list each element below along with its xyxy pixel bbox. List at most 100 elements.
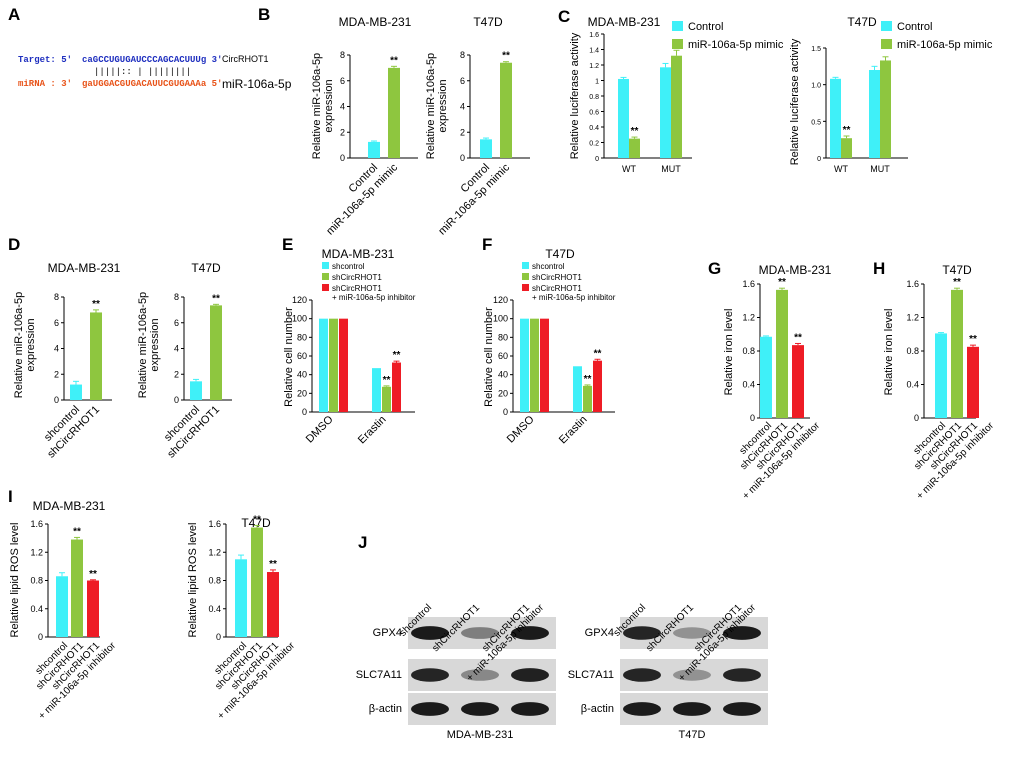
legend-swatch: [522, 262, 529, 269]
bar: [776, 289, 788, 418]
y-tick-label: 0.4: [208, 604, 221, 614]
y-axis-label: Relative miR-106a-5p: [311, 53, 323, 159]
y-tick-label: 0.8: [742, 346, 755, 356]
legend-mimic: miR-106a-5p mimic: [897, 39, 993, 51]
y-tick-label: 60: [297, 351, 307, 361]
bar: [267, 572, 279, 637]
y-tick-label: 4: [460, 102, 465, 112]
y-axis-label: expression: [25, 318, 37, 371]
target-prefix: Target: 5': [18, 55, 72, 65]
blot-band: [461, 627, 499, 639]
y-tick-label: 20: [297, 388, 307, 398]
legend-swatch: [672, 39, 683, 49]
y-tick-label: 1: [595, 79, 599, 86]
legend-e-shcontrol: shcontrol: [332, 262, 365, 271]
blot-band: [723, 668, 761, 682]
chart-D1: 0 2 4 6 8 MDA-MB-231 Relative miR-106a-5p expre…: [13, 261, 121, 405]
chart-D2: 0 2 4 6 8 T47D Relative miR-106a-5p expression *…: [137, 261, 232, 405]
chart-B2: 0 2 4 6 8 T47D Relative miR-106a-5p expression *…: [425, 15, 530, 163]
bar: [87, 580, 99, 637]
y-tick-label: 8: [340, 50, 345, 60]
significance-label: **: [89, 569, 97, 580]
bar: [629, 138, 640, 158]
y-tick-label: 1.6: [208, 519, 221, 529]
significance-label: **: [843, 125, 851, 136]
legend-swatch: [672, 21, 683, 31]
y-tick-label: 80: [297, 332, 307, 342]
mirna-name: miR-106a-5p: [222, 77, 292, 91]
significance-label: **: [778, 277, 786, 288]
panel-letter-i: I: [8, 487, 13, 506]
significance-label: **: [253, 514, 261, 525]
bar: [368, 141, 380, 158]
bar: [573, 366, 582, 412]
blot-title-mda: MDA-MB-231: [447, 729, 514, 741]
blot-band: [511, 702, 549, 716]
legend-mimic: miR-106a-5p mimic: [688, 39, 784, 51]
bar: [792, 345, 804, 418]
y-axis-label: Relative luciferase activity: [569, 32, 581, 159]
legend-swatch: [522, 284, 529, 291]
legend-f-shcircrhot1: shCircRHOT1: [532, 273, 582, 282]
y-tick-label: 6: [174, 318, 179, 328]
x-tick-label: WT: [834, 164, 848, 174]
y-tick-label: 1.6: [589, 32, 599, 39]
significance-label: **: [953, 277, 961, 288]
y-tick-label: 120: [493, 295, 508, 305]
y-tick-label: 20: [498, 388, 508, 398]
y-axis-label: expression: [437, 79, 449, 132]
blot-row-label-right: β-actin: [581, 703, 614, 715]
western-blot-t47d: [620, 617, 768, 725]
significance-label: **: [594, 348, 602, 359]
bar: [71, 539, 83, 637]
bar: [760, 336, 772, 418]
y-tick-label: 1.4: [589, 48, 599, 55]
y-tick-label: 0: [174, 395, 179, 405]
x-tick-label: Erastin: [356, 414, 389, 447]
y-axis-label: expression: [323, 79, 335, 132]
legend-swatch: [522, 273, 529, 280]
y-tick-label: 1.6: [906, 279, 919, 289]
y-tick-label: 2: [460, 127, 465, 137]
bar: [319, 318, 328, 412]
chart-H: 0 0.4 0.8 1.2 1.6 T47D Relative iron level ** **: [883, 263, 979, 423]
y-tick-label: 0: [914, 413, 919, 423]
y-tick-label: 0.6: [589, 110, 599, 117]
y-tick-label: 100: [292, 314, 307, 324]
legend-e-shcircrhot1-inhib: shCircRHOT1: [332, 284, 382, 293]
y-tick-label: 0: [503, 407, 508, 417]
legend-control: Control: [897, 21, 932, 33]
x-tick-label: MUT: [870, 164, 890, 174]
legend-swatch: [322, 284, 329, 291]
legend-f-inhibitor-line: + miR-106a-5p inhibitor: [532, 293, 616, 302]
target-name: CircRHOT1: [222, 54, 269, 64]
x-tick-label: Erastin: [557, 414, 590, 447]
bar: [520, 318, 529, 412]
y-axis-label: Relative cell number: [283, 307, 295, 407]
y-axis-label: Relative lipid ROS level: [187, 523, 199, 638]
bar: [480, 139, 492, 158]
legend-swatch: [881, 39, 892, 49]
y-tick-label: 6: [340, 76, 345, 86]
blot-band: [673, 669, 711, 681]
y-tick-label: 8: [460, 50, 465, 60]
y-tick-label: 2: [54, 369, 59, 379]
y-tick-label: 8: [174, 292, 179, 302]
y-tick-label: 0: [302, 407, 307, 417]
significance-label: **: [794, 332, 802, 343]
blot-row-label-left: SLC7A11: [356, 669, 402, 681]
mirna-sequence: gaUGGACGUGACAUUCGUGAAAa 5': [82, 79, 222, 89]
significance-label: **: [631, 126, 639, 137]
chart-title: T47D: [473, 15, 503, 29]
bar: [671, 55, 682, 159]
chart-title: MDA-MB-231: [339, 15, 412, 29]
y-axis-label: Relative iron level: [883, 309, 895, 396]
bar: [392, 362, 401, 412]
panel-letter-a: A: [8, 5, 20, 24]
bar: [593, 360, 602, 412]
y-axis-label: expression: [149, 318, 161, 371]
bar: [830, 78, 841, 158]
legend-f-shcontrol: shcontrol: [532, 262, 565, 271]
blot-row-label-left: β-actin: [369, 703, 402, 715]
y-tick-label: 2: [340, 127, 345, 137]
